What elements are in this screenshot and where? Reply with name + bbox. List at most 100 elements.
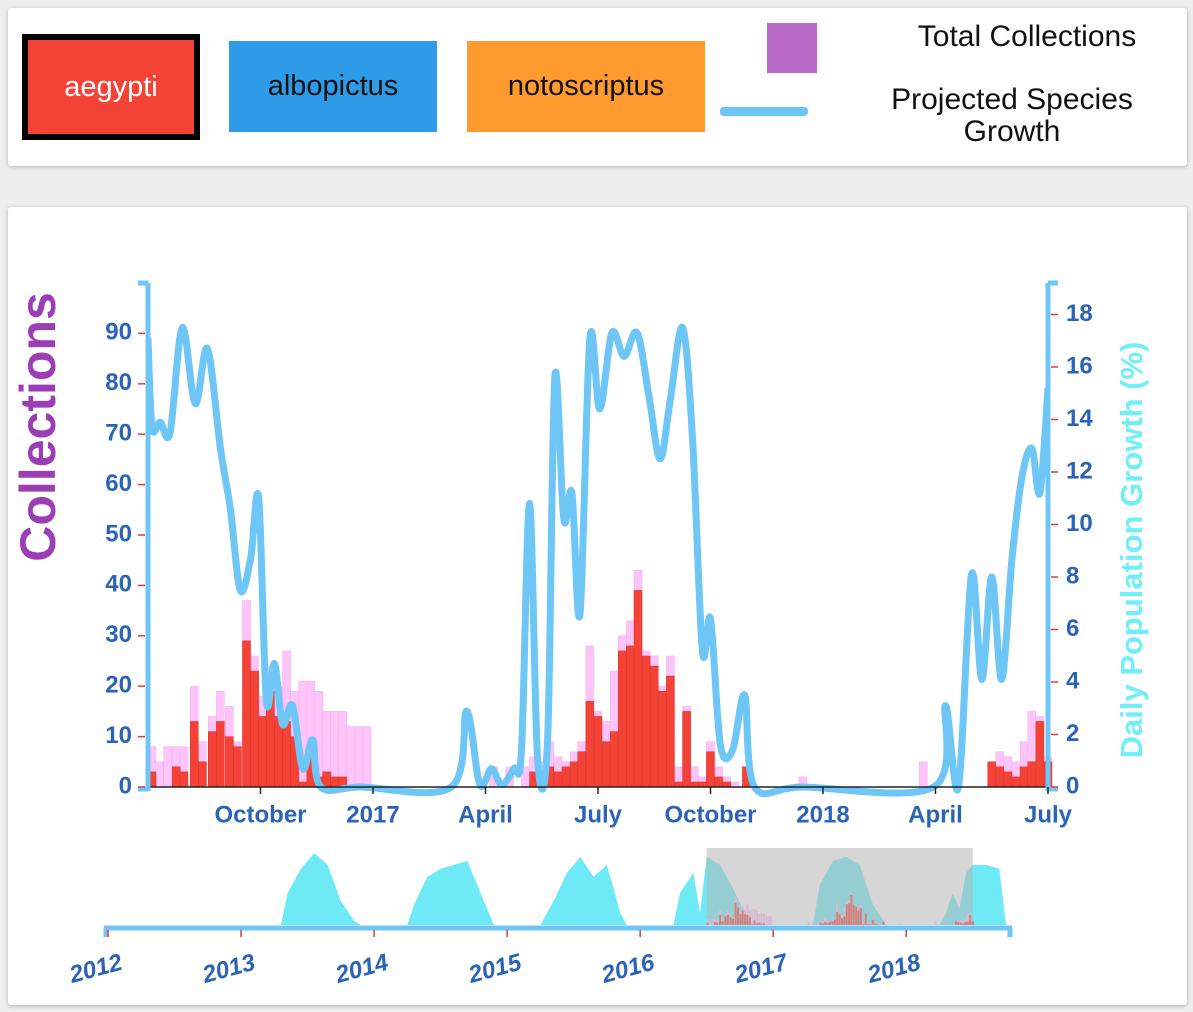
- overview-tick-label: 2017: [731, 948, 792, 989]
- aegypti-bar: [298, 781, 307, 788]
- overview-tick-label: 2016: [598, 949, 658, 989]
- aegypti-bar: [577, 751, 586, 788]
- y-tick-label: 60: [105, 470, 132, 497]
- aegypti-bar: [208, 731, 217, 788]
- legend-swatch: [767, 23, 817, 73]
- aegypti-bar: [674, 781, 683, 788]
- aegypti-bar: [322, 771, 331, 788]
- y-tick-label: 20: [105, 672, 132, 699]
- y-tick-label: 80: [105, 369, 132, 396]
- total-bar: [154, 761, 164, 788]
- aegypti-bar: [569, 761, 579, 788]
- overview-tick-label: 2014: [332, 949, 392, 989]
- aegypti-bar: [690, 781, 699, 788]
- y-tick-label: 0: [119, 772, 132, 799]
- aegypti-bar: [1003, 771, 1013, 788]
- aegypti-bar: [282, 721, 291, 788]
- overview-tick-label: 2012: [66, 949, 126, 989]
- aegypti-bar: [553, 771, 563, 788]
- aegypti-bar: [561, 766, 571, 788]
- overview-tick-label: 2013: [199, 949, 259, 989]
- y2-tick-label: 12: [1066, 457, 1093, 484]
- x-tick-label: October: [214, 801, 306, 828]
- x-tick-label: July: [1024, 801, 1073, 828]
- aegypti-bar: [698, 781, 707, 788]
- y2-tick-label: 14: [1066, 405, 1093, 432]
- y2-axis-title: Daily Population Growth (%): [1114, 342, 1149, 759]
- total-bar: [730, 781, 739, 788]
- x-tick-label: October: [664, 801, 756, 828]
- x-tick-label: 2017: [346, 801, 399, 828]
- total-bar: [346, 726, 356, 788]
- aegypti-bar: [1035, 721, 1045, 788]
- legend-label: Projected Species Growth: [891, 83, 1133, 148]
- aegypti-bar: [225, 736, 234, 788]
- total-bar: [330, 711, 339, 788]
- y2-tick-label: 16: [1066, 352, 1093, 379]
- y2-tick-label: 8: [1066, 562, 1079, 589]
- y-tick-label: 30: [105, 621, 132, 648]
- aegypti-bar: [658, 690, 667, 788]
- aegypti-bar: [1019, 766, 1029, 788]
- aegypti-bar: [633, 590, 643, 788]
- aegypti-bar: [714, 776, 723, 788]
- aegypti-bar: [626, 645, 635, 788]
- y2-tick-label: 18: [1066, 300, 1093, 327]
- y-tick-label: 90: [105, 319, 132, 346]
- y-axis-title: Collections: [10, 292, 66, 561]
- y2-tick-label: 0: [1066, 772, 1079, 799]
- aegypti-bar: [1027, 761, 1036, 788]
- aegypti-bar: [190, 721, 199, 788]
- legend-line: [720, 107, 808, 116]
- brush: [706, 848, 973, 925]
- aegypti-bar: [609, 731, 619, 788]
- aegypti-bar: [995, 766, 1005, 788]
- y2-tick-label: 2: [1066, 720, 1079, 747]
- y2-tick-label: 6: [1066, 615, 1079, 642]
- aegypti-bar: [585, 701, 595, 788]
- aegypti-bar: [618, 650, 627, 788]
- aegypti-bar: [233, 746, 242, 788]
- species-button[interactable]: aegypti: [22, 34, 200, 140]
- x-tick-label: 2018: [796, 801, 849, 828]
- y-tick-label: 40: [105, 571, 132, 598]
- y-tick-label: 10: [105, 722, 132, 749]
- aegypti-bar: [666, 675, 675, 788]
- growth-line: [148, 323, 1050, 798]
- aegypti-bar: [179, 771, 189, 788]
- aegypti-bar: [242, 640, 251, 788]
- aegypti-bar: [593, 716, 603, 788]
- y2-tick-label: 4: [1066, 667, 1080, 694]
- y2-tick-label: 10: [1066, 510, 1093, 537]
- overview-tick-label: 2018: [864, 949, 924, 989]
- aegypti-bar: [258, 716, 267, 788]
- total-bar: [354, 726, 364, 788]
- total-bar: [919, 761, 928, 788]
- species-button[interactable]: albopictus: [229, 41, 437, 132]
- aegypti-bar: [641, 655, 651, 788]
- aegypti-bar: [172, 766, 181, 788]
- aegypti-bar: [987, 761, 996, 788]
- x-tick-label: April: [908, 801, 963, 828]
- aegypti-bar: [649, 665, 659, 788]
- overview-tick-label: 2015: [465, 949, 525, 989]
- aegypti-bar: [216, 721, 225, 788]
- aegypti-bar: [722, 781, 731, 788]
- aegypti-bar: [601, 741, 611, 788]
- legend-label: Total Collections: [917, 20, 1137, 53]
- x-tick-label: April: [458, 801, 513, 828]
- aegypti-bar: [706, 751, 715, 788]
- y-tick-label: 70: [105, 420, 132, 447]
- y-tick-label: 50: [105, 520, 132, 547]
- total-bar: [163, 746, 172, 788]
- total-bar: [362, 726, 372, 788]
- total-bar: [338, 711, 348, 788]
- aegypti-bar: [250, 670, 259, 788]
- aegypti-bar: [330, 776, 339, 788]
- aegypti-bar: [682, 711, 691, 788]
- species-button[interactable]: notoscriptus: [467, 41, 705, 132]
- aegypti-bar: [198, 761, 207, 788]
- x-tick-label: July: [574, 801, 623, 828]
